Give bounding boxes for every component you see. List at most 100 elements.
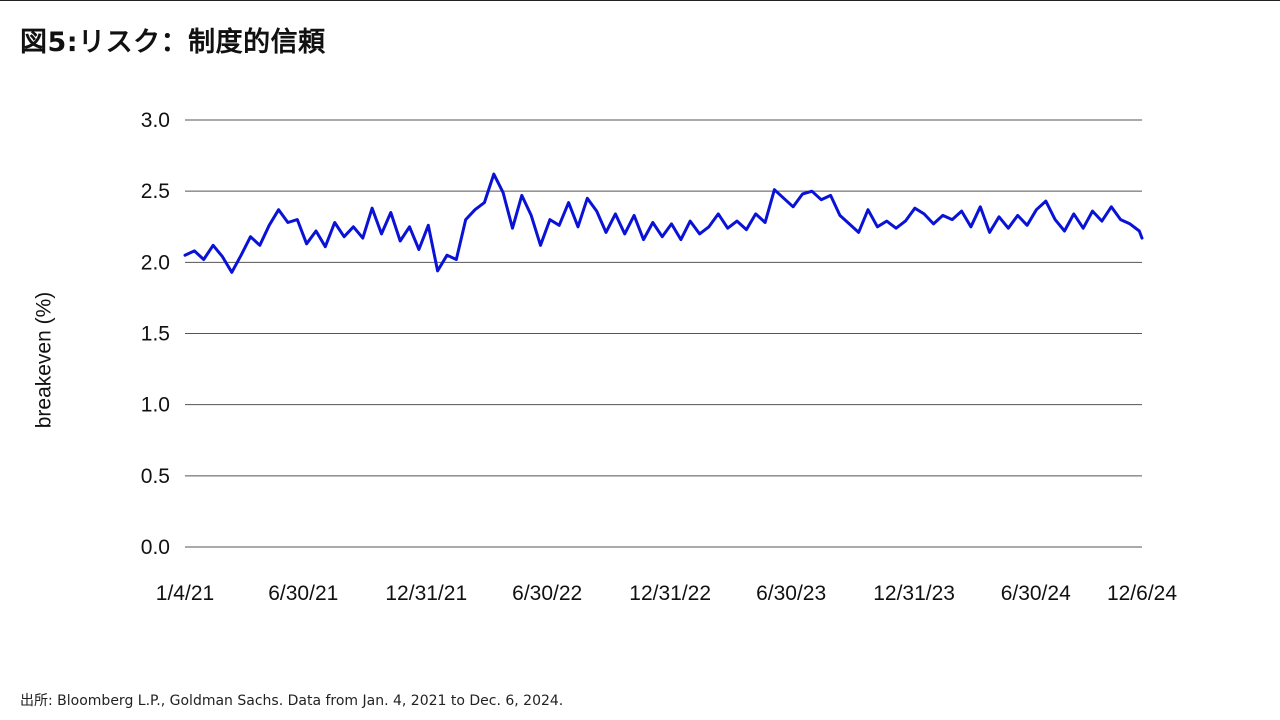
x-tick-label: 6/30/22: [512, 582, 582, 605]
data-point: [1063, 230, 1066, 232]
data-point: [380, 233, 383, 235]
x-tick-label: 6/30/24: [1001, 582, 1071, 605]
data-point: [352, 226, 355, 228]
data-point: [1082, 227, 1084, 229]
data-point: [539, 244, 542, 247]
data-point: [783, 197, 785, 200]
data-point: [333, 221, 336, 224]
data-point: [1026, 224, 1028, 227]
data-point: [567, 201, 570, 204]
data-point: [932, 223, 935, 225]
data-point: [427, 224, 430, 227]
data-point: [839, 214, 841, 217]
x-tick-labels: 1/4/21 6/30/21 12/31/21 6/30/22 12/31/22 6/30…: [156, 582, 1178, 605]
x-tick-label: 12/31/22: [629, 582, 711, 605]
data-point: [530, 214, 532, 217]
y-tick-label: 1.5: [141, 323, 170, 346]
data-point: [1091, 210, 1094, 212]
data-point: [680, 238, 682, 241]
y-tick-label: 0.5: [141, 465, 170, 488]
y-tick-label: 2.5: [141, 180, 170, 203]
data-point: [184, 254, 186, 256]
data-point: [1141, 237, 1143, 239]
data-point: [764, 221, 766, 224]
data-point: [698, 233, 701, 235]
data-point: [268, 224, 271, 227]
data-point: [296, 218, 299, 221]
data-point: [942, 214, 944, 217]
data-point: [259, 244, 261, 247]
data-point: [979, 206, 982, 208]
data-point: [745, 228, 748, 231]
data-point: [474, 208, 476, 211]
data-point: [1129, 223, 1131, 225]
data-point: [1110, 206, 1113, 208]
data-point: [1016, 214, 1019, 217]
data-point: [483, 201, 486, 204]
data-point: [923, 213, 925, 215]
data-point: [1054, 218, 1056, 221]
data-point: [988, 231, 991, 234]
data-point: [240, 254, 242, 256]
data-point: [586, 197, 589, 200]
data-point: [623, 233, 626, 235]
x-tick-label: 1/4/21: [156, 582, 214, 605]
data-point: [998, 216, 1000, 218]
y-tick-label: 1.0: [141, 394, 170, 417]
data-point: [249, 235, 252, 238]
data-point: [895, 227, 897, 229]
data-point: [708, 226, 710, 228]
data-point: [642, 238, 645, 241]
data-point: [371, 207, 373, 209]
data-point: [455, 258, 458, 261]
data-point: [221, 255, 224, 258]
data-point: [885, 220, 888, 222]
data-point: [1045, 200, 1047, 202]
data-point: [736, 220, 738, 222]
x-tick-label: 12/31/23: [873, 582, 955, 605]
data-point: [605, 231, 607, 234]
y-tick-label: 0.0: [141, 536, 170, 559]
data-point: [464, 218, 467, 221]
y-axis-title: breakeven (%): [32, 291, 56, 429]
x-tick-label: 6/30/23: [756, 582, 826, 605]
data-point: [689, 220, 691, 222]
data-point: [614, 213, 617, 215]
data-point: [876, 226, 879, 228]
data-point: [390, 211, 392, 214]
data-point: [1119, 218, 1122, 221]
data-point: [558, 224, 560, 227]
data-point: [1101, 220, 1103, 222]
data-point: [521, 194, 523, 197]
source-note: 出所: Bloomberg L.P., Goldman Sachs. Data …: [20, 693, 564, 709]
data-point: [231, 271, 233, 274]
data-point: [857, 231, 860, 234]
data-point: [493, 173, 495, 175]
data-point: [446, 254, 448, 256]
data-point: [408, 226, 411, 228]
data-point: [1073, 213, 1075, 215]
data-point: [726, 227, 729, 229]
grid-lines: [185, 119, 1142, 548]
x-tick-label: 12/31/21: [385, 582, 467, 605]
top-rule: [0, 0, 1280, 1]
data-point: [914, 207, 916, 209]
data-point: [418, 248, 420, 251]
data-point: [717, 213, 720, 215]
data-point: [1007, 227, 1010, 229]
data-point: [436, 270, 439, 272]
data-point: [848, 223, 851, 225]
data-point: [661, 235, 663, 238]
data-point: [193, 250, 196, 252]
data-point: [904, 220, 907, 222]
data-point: [305, 243, 308, 245]
x-tick-label: 12/6/24: [1107, 582, 1177, 605]
data-point: [502, 191, 504, 194]
data-point: [343, 235, 345, 238]
data-point: [1035, 208, 1038, 211]
data-point: [811, 190, 813, 192]
data-point: [287, 221, 289, 224]
data-point: [577, 226, 579, 228]
data-point: [277, 208, 280, 211]
data-point: [820, 198, 822, 201]
